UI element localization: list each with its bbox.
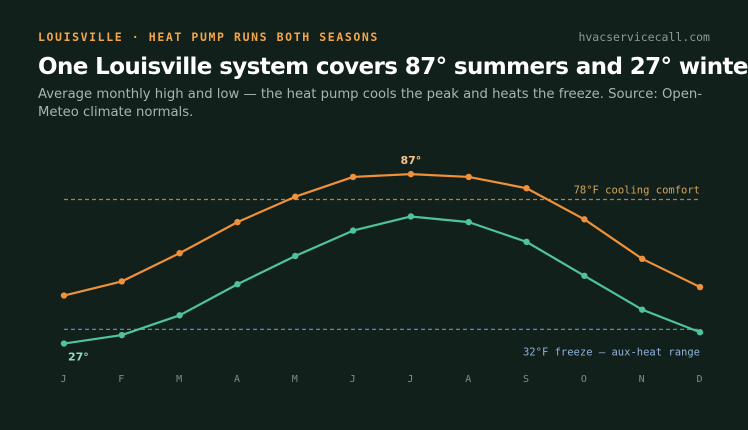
freeze-label: 32°F freeze — aux-heat range [523, 346, 700, 358]
high-point-10 [581, 216, 588, 223]
low-point-3 [176, 312, 183, 319]
high-point-12 [696, 283, 704, 291]
low-point-2 [118, 331, 126, 339]
high-point-4 [234, 218, 241, 226]
low-point-8 [465, 218, 472, 226]
low-point-1 [60, 340, 68, 347]
cooling-comfort-label: 78°F cooling comfort [574, 185, 700, 197]
high-point-9 [523, 185, 530, 192]
x-tick-label: J [350, 374, 357, 385]
high-point-3 [176, 249, 183, 257]
chart-subtitle: Average monthly high and low — the heat … [38, 87, 703, 120]
high-point-1 [60, 292, 68, 299]
x-tick-label: A [234, 374, 241, 385]
x-tick-label: M [176, 374, 183, 385]
low-point-5 [292, 252, 299, 260]
high-point-7 [407, 170, 415, 178]
x-tick-label: F [118, 374, 125, 385]
chart-kicker: LOUISVILLE · HEAT PUMP RUNS BOTH SEASONS [38, 30, 379, 44]
low-point-12 [696, 329, 704, 336]
x-tick-label: S [523, 374, 530, 385]
high-point-2 [118, 278, 126, 285]
high-point-11 [638, 255, 646, 263]
low-point-11 [638, 306, 646, 313]
low-temperature-line [63, 215, 701, 345]
x-tick-label: A [465, 374, 472, 385]
low-point-9 [523, 238, 530, 246]
high-temperature-line [63, 173, 701, 297]
chart-title: One Louisville system covers 87° summers… [38, 54, 748, 80]
low-point-7 [407, 213, 415, 220]
peak-high-annotation: 87° [401, 154, 422, 167]
x-tick-label: J [60, 374, 67, 385]
x-tick-label: M [292, 374, 299, 385]
high-point-5 [292, 193, 299, 200]
low-point-4 [234, 281, 241, 288]
high-point-8 [465, 173, 472, 181]
x-tick-label: N [639, 374, 646, 385]
x-tick-label: D [696, 374, 703, 385]
high-point-6 [349, 173, 357, 181]
x-tick-label: J [407, 374, 414, 385]
site-credit: hvacservicecall.com [578, 30, 710, 44]
x-tick-label: O [581, 374, 588, 385]
low-point-6 [349, 227, 357, 234]
low-point-10 [581, 272, 588, 279]
min-low-annotation: 27° [68, 351, 89, 364]
